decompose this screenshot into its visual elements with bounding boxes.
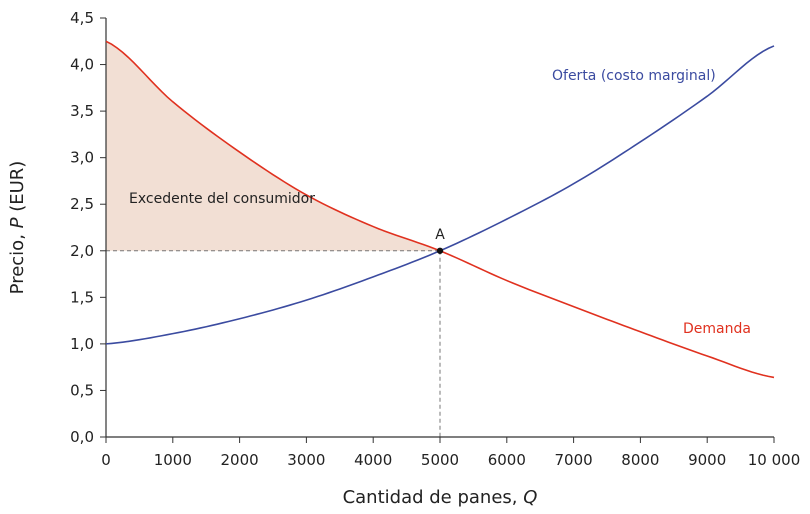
supply-curve-label: Oferta (costo marginal) bbox=[552, 68, 716, 84]
x-tick-label: 7000 bbox=[555, 451, 593, 469]
y-tick-label: 1,5 bbox=[70, 288, 94, 306]
y-axis-ticks: 0,0 0,5 1,0 1,5 2,0 2,5 3,0 3,5 4,0 4,5 bbox=[70, 9, 106, 446]
consumer-surplus-area bbox=[106, 41, 440, 251]
x-tick-label: 10 000 bbox=[748, 451, 801, 469]
x-axis-title: Cantidad de panes, Q bbox=[343, 487, 538, 508]
equilibrium-guides bbox=[106, 250, 441, 437]
y-tick-label: 3,5 bbox=[70, 102, 94, 120]
y-tick-label: 3,0 bbox=[70, 149, 94, 167]
y-tick-label: 1,0 bbox=[70, 335, 94, 353]
x-tick-label: 4000 bbox=[354, 451, 392, 469]
x-axis-ticks: 0 1000 2000 3000 4000 5000 6000 7000 8000 9000 10 … bbox=[101, 437, 800, 469]
x-tick-label: 0 bbox=[101, 451, 111, 469]
y-tick-label: 4,0 bbox=[70, 56, 94, 74]
consumer-surplus-label: Excedente del consumidor bbox=[129, 191, 315, 207]
y-tick-label: 0,5 bbox=[70, 381, 94, 399]
x-tick-label: 9000 bbox=[688, 451, 726, 469]
x-tick-label: 6000 bbox=[488, 451, 526, 469]
y-tick-label: 4,5 bbox=[70, 9, 94, 27]
x-tick-label: 2000 bbox=[221, 451, 259, 469]
y-tick-label: 2,5 bbox=[70, 195, 94, 213]
equilibrium-label-a: A bbox=[435, 227, 445, 243]
x-tick-label: 3000 bbox=[287, 451, 325, 469]
equilibrium-point-a bbox=[436, 247, 444, 254]
y-tick-label: 2,0 bbox=[70, 242, 94, 260]
x-tick-label: 5000 bbox=[421, 451, 459, 469]
demand-curve-label: Demanda bbox=[683, 321, 751, 337]
x-tick-label: 8000 bbox=[621, 451, 659, 469]
y-tick-label: 0,0 bbox=[70, 428, 94, 446]
x-tick-label: 1000 bbox=[154, 451, 192, 469]
y-axis-title: Precio, P (EUR) bbox=[7, 161, 28, 295]
